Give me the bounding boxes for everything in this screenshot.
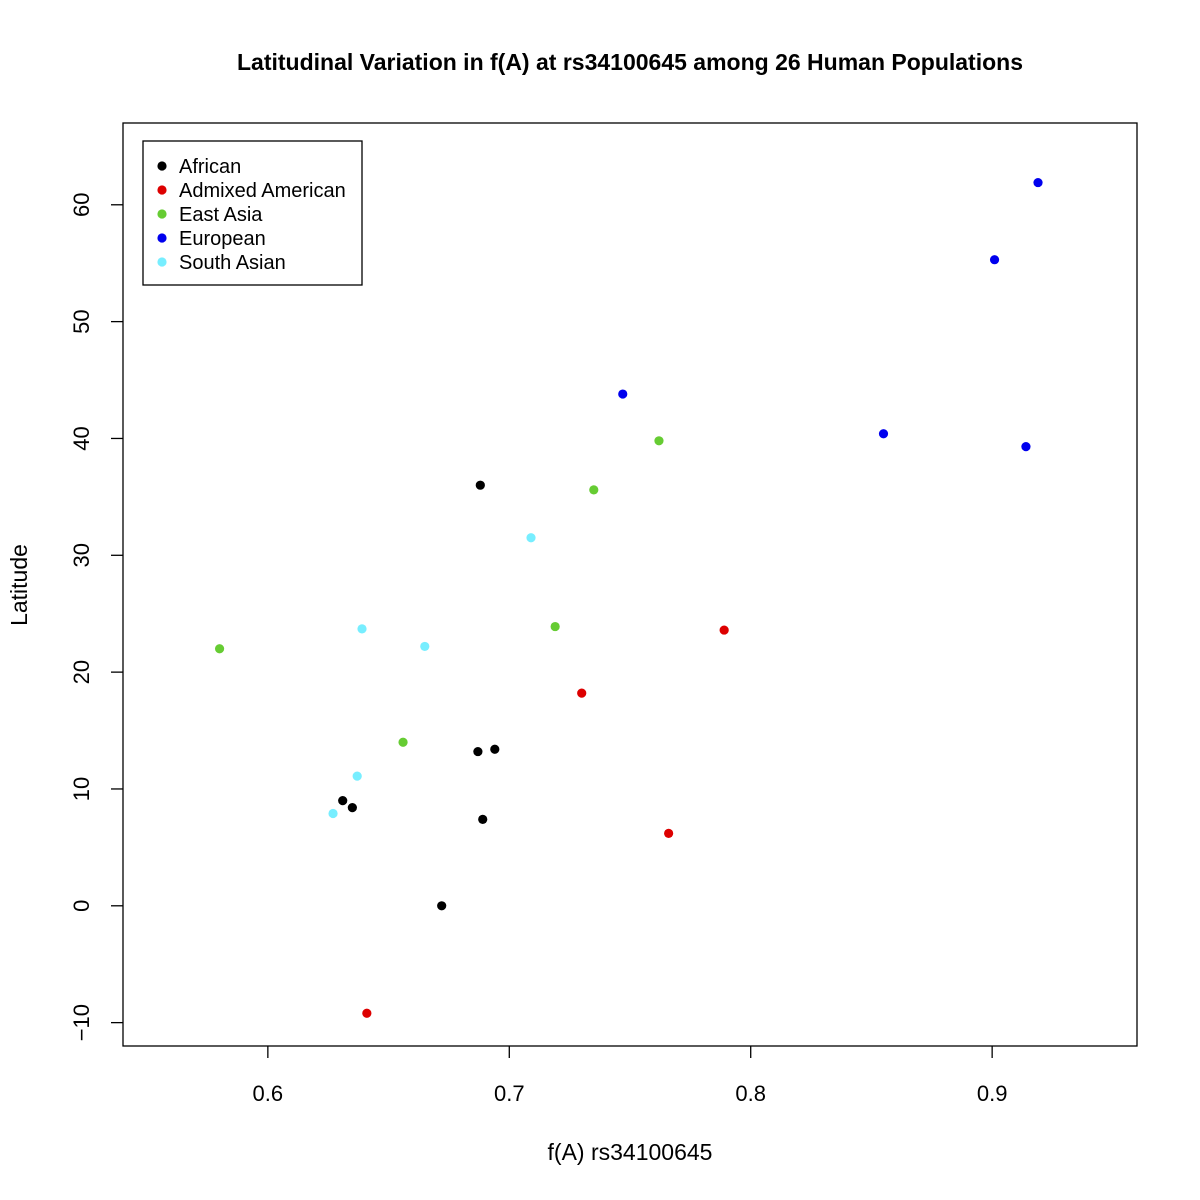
data-point: [550, 621, 560, 632]
y-axis-label: Latitude: [6, 544, 32, 626]
legend-marker: [157, 257, 167, 267]
data-point: [719, 625, 729, 635]
legend-marker: [157, 233, 167, 243]
data-point: [589, 485, 599, 495]
y-axis: −10 0 10 20 30 40 50 60: [69, 193, 123, 1041]
x-axis-label: f(A) rs34100645: [548, 1139, 713, 1165]
data-point: [989, 255, 1000, 265]
y-tick-label: 20: [69, 660, 94, 684]
legend-box: [142, 140, 363, 286]
data-points: [214, 177, 1043, 1018]
legend-label: African: [179, 156, 241, 178]
y-tick-label: 10: [69, 777, 94, 801]
data-point: [654, 436, 664, 446]
data-point: [878, 429, 889, 439]
data-point: [490, 744, 500, 754]
data-point: [1033, 177, 1043, 188]
x-axis: 0.6 0.7 0.8 0.9: [253, 1046, 1008, 1106]
data-point: [347, 803, 357, 813]
legend-marker: [157, 161, 167, 171]
y-tick-label: 0: [69, 900, 94, 912]
data-point: [1021, 442, 1031, 452]
data-point: [214, 644, 225, 654]
data-point: [420, 641, 430, 652]
x-tick-label: 0.7: [494, 1081, 525, 1106]
data-point: [437, 901, 447, 911]
plot-frame: [122, 122, 1138, 1047]
y-tick-label: 40: [69, 426, 94, 450]
y-tick-label: 50: [69, 309, 94, 333]
legend-marker: [157, 185, 167, 195]
data-point: [526, 533, 536, 543]
data-point: [398, 737, 408, 747]
y-tick-label: 30: [69, 543, 94, 567]
data-point: [357, 624, 367, 634]
x-tick-label: 0.9: [977, 1081, 1008, 1106]
x-tick-label: 0.8: [735, 1081, 766, 1106]
data-point: [664, 828, 674, 838]
legend-label: East Asia: [179, 204, 263, 226]
data-point: [352, 771, 362, 781]
y-tick-label: −10: [69, 1004, 94, 1041]
chart-title: Latitudinal Variation in f(A) at rs34100…: [237, 49, 1023, 75]
legend-label: South Asian: [179, 252, 286, 274]
data-point: [618, 389, 628, 399]
data-point: [473, 746, 483, 757]
y-tick-label: 60: [69, 193, 94, 217]
data-point: [362, 1008, 372, 1018]
legend-label: Admixed American: [179, 180, 346, 202]
x-tick-label: 0.6: [253, 1081, 284, 1106]
data-point: [338, 796, 348, 806]
data-point: [478, 814, 488, 824]
data-point: [577, 688, 587, 698]
legend-label: European: [179, 228, 266, 250]
data-point: [475, 480, 485, 490]
data-point: [328, 808, 338, 819]
legend-marker: [157, 209, 167, 219]
